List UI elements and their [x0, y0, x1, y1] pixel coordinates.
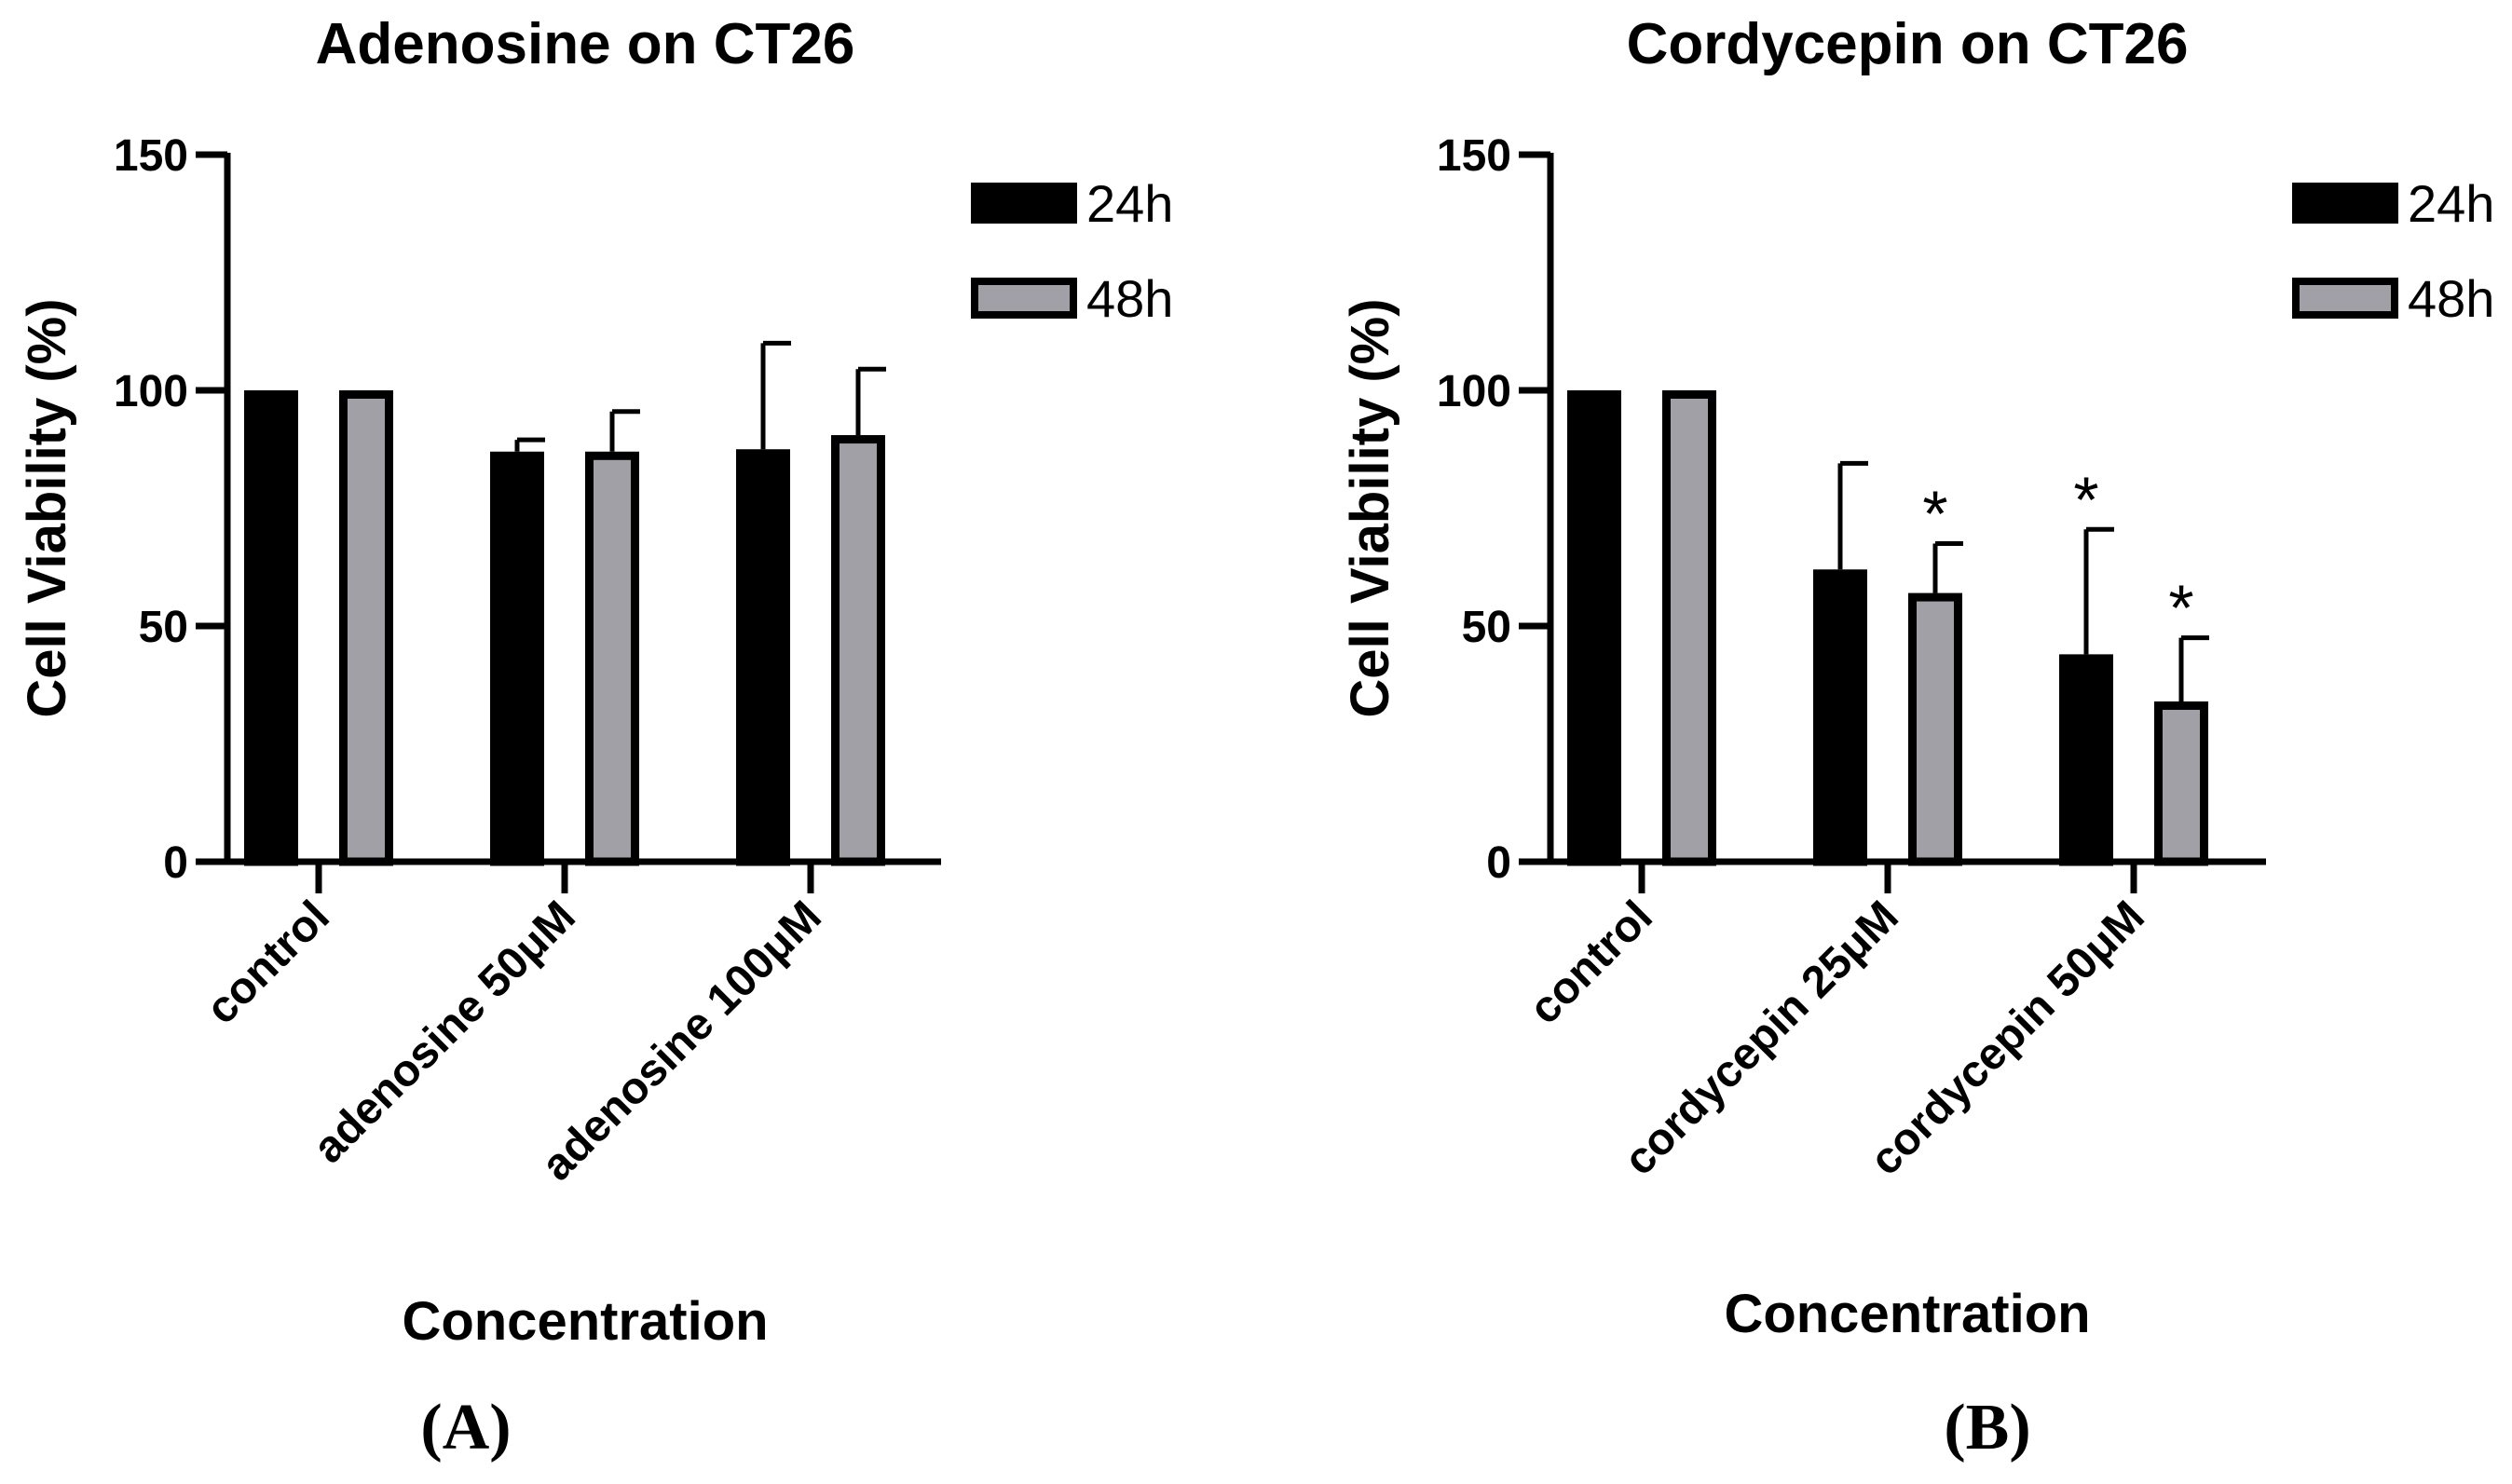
y-axis-label: Cell Viability (%) [17, 298, 77, 717]
bar-48h-2 [2154, 701, 2208, 866]
panel-label: (B) [1944, 1392, 2030, 1464]
bar-24h-2 [2059, 654, 2113, 866]
bar-24h-1 [1813, 569, 1867, 866]
x-axis-label: Concentration [1724, 1284, 2090, 1344]
bar-48h-0 [339, 390, 393, 866]
panel-a-adenosine-chart: Adenosine on CT26 Cell Viability (%) 0 50 10… [17, 12, 1173, 1464]
legend-swatch-48h [971, 278, 1077, 319]
y-tick-label: 150 [114, 131, 188, 181]
y-tick-label: 50 [139, 603, 188, 652]
legend-label-24h: 24h [2408, 174, 2494, 233]
significance-marker: * [2168, 572, 2193, 645]
bar-48h-1 [585, 451, 639, 866]
significance-marker: * [1922, 477, 1947, 550]
legend-label-48h: 48h [2408, 269, 2494, 328]
panel-b-cordycepin-chart: Cordycepin on CT26 Cell Viability (%) 0 50 1… [1340, 12, 2494, 1464]
bar-48h-1 [1908, 592, 1962, 866]
bar-24h-0 [244, 390, 298, 866]
chart-title: Cordycepin on CT26 [1627, 12, 2189, 76]
category-label: cordycepin 25μM [1615, 892, 1908, 1185]
category-label: control [1520, 892, 1661, 1033]
legend-swatch-24h [971, 183, 1077, 224]
y-tick-label: 0 [163, 838, 188, 888]
y-axis-label: Cell Viability (%) [1340, 298, 1400, 717]
significance-marker: * [2073, 463, 2098, 536]
bar-24h-2 [736, 449, 790, 866]
legend-swatch-48h [2292, 278, 2398, 319]
y-tick-label: 100 [1437, 367, 1511, 416]
y-tick-label: 150 [1437, 131, 1511, 181]
legend-label-48h: 48h [1086, 269, 1173, 328]
y-tick-label: 100 [114, 367, 188, 416]
legend-label-24h: 24h [1086, 174, 1173, 233]
y-tick-label: 50 [1462, 603, 1511, 652]
category-label: control [197, 892, 338, 1033]
chart-title: Adenosine on CT26 [316, 12, 855, 76]
panel-label: (A) [420, 1392, 511, 1464]
x-axis-label: Concentration [402, 1291, 768, 1352]
bar-48h-0 [1662, 390, 1716, 866]
legend-swatch-24h [2292, 183, 2398, 224]
bar-48h-2 [831, 435, 885, 866]
bar-24h-0 [1567, 390, 1621, 866]
category-label: adenosine 100μM [532, 892, 830, 1190]
y-tick-label: 0 [1486, 838, 1511, 888]
category-label: cordycepin 50μM [1861, 892, 2154, 1185]
category-label: adenosine 50μM [304, 892, 585, 1173]
bar-24h-1 [490, 451, 544, 866]
